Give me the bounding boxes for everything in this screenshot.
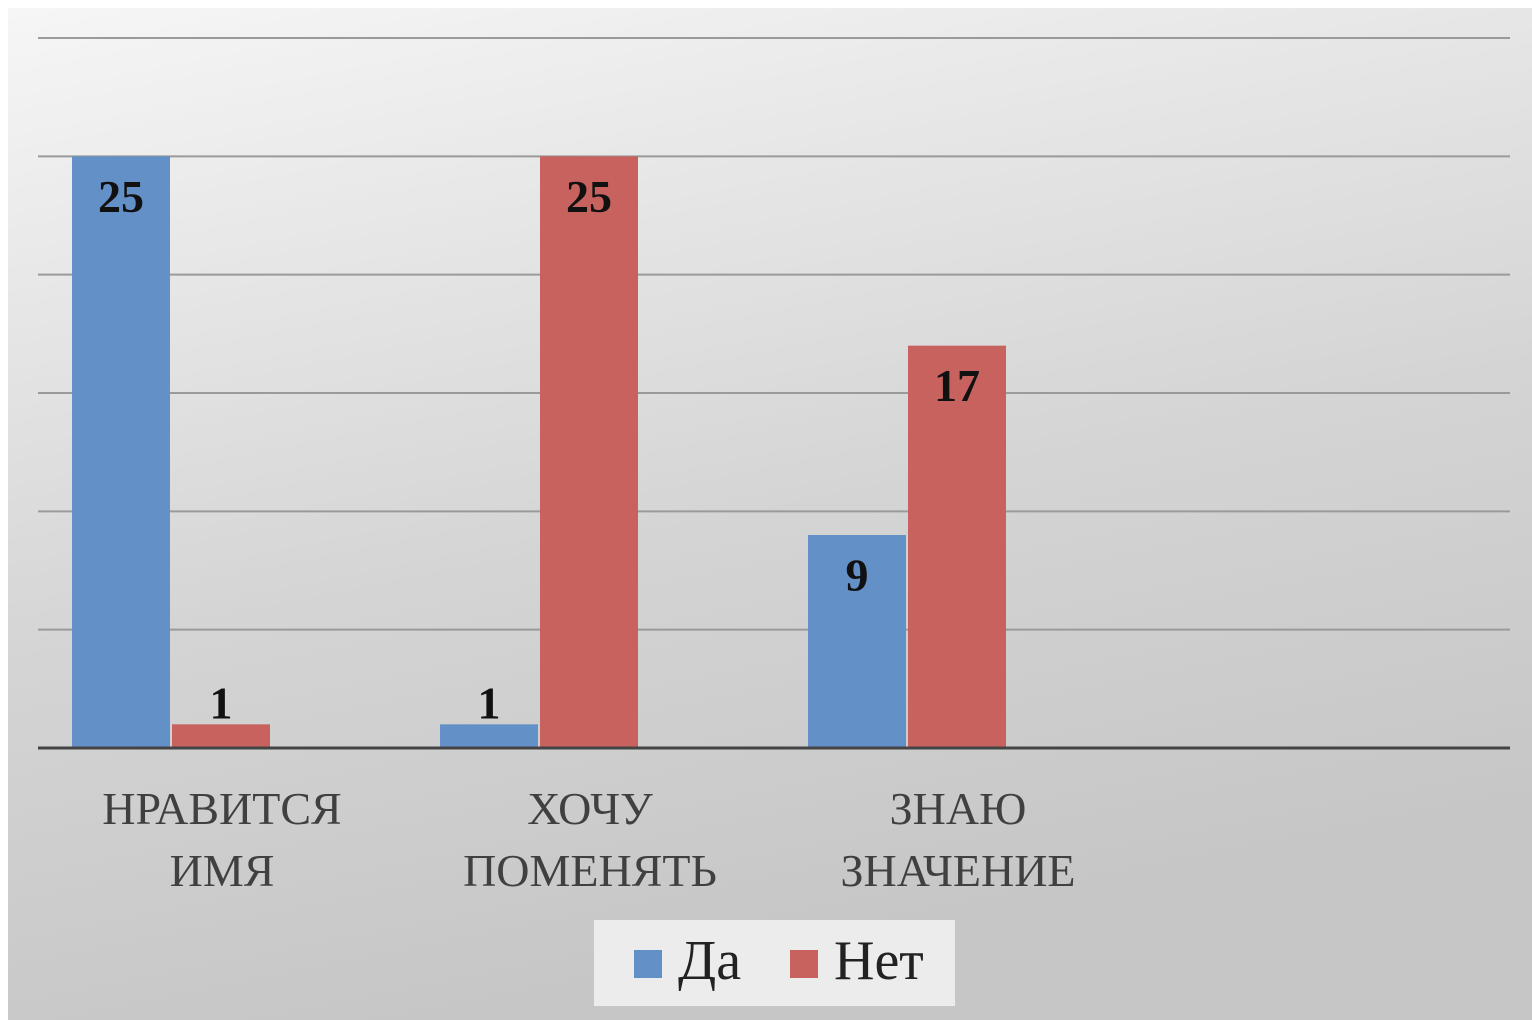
data-label: 1 — [478, 678, 501, 729]
data-label: 17 — [934, 360, 980, 411]
x-tick-label: ЗНАЮ ЗНАЧЕНИЕ — [840, 783, 1075, 896]
bar — [808, 535, 906, 748]
data-label: 9 — [846, 550, 869, 601]
data-label: 25 — [98, 171, 144, 222]
legend-swatch — [634, 950, 662, 978]
bar — [440, 724, 538, 748]
x-tick-label: ХОЧУ ПОМЕНЯТЬ — [463, 783, 717, 896]
bar — [908, 345, 1006, 748]
bar — [172, 724, 270, 748]
bar — [72, 156, 170, 749]
x-tick-label: НРАВИТСЯ ИМЯ — [102, 783, 342, 896]
chart-background — [8, 8, 1532, 1020]
data-label: 1 — [210, 678, 233, 729]
legend-swatch — [790, 950, 818, 978]
legend-label: Да — [678, 930, 741, 992]
legend-label: Нет — [834, 930, 924, 992]
data-label: 25 — [566, 171, 612, 222]
bar — [540, 156, 638, 749]
